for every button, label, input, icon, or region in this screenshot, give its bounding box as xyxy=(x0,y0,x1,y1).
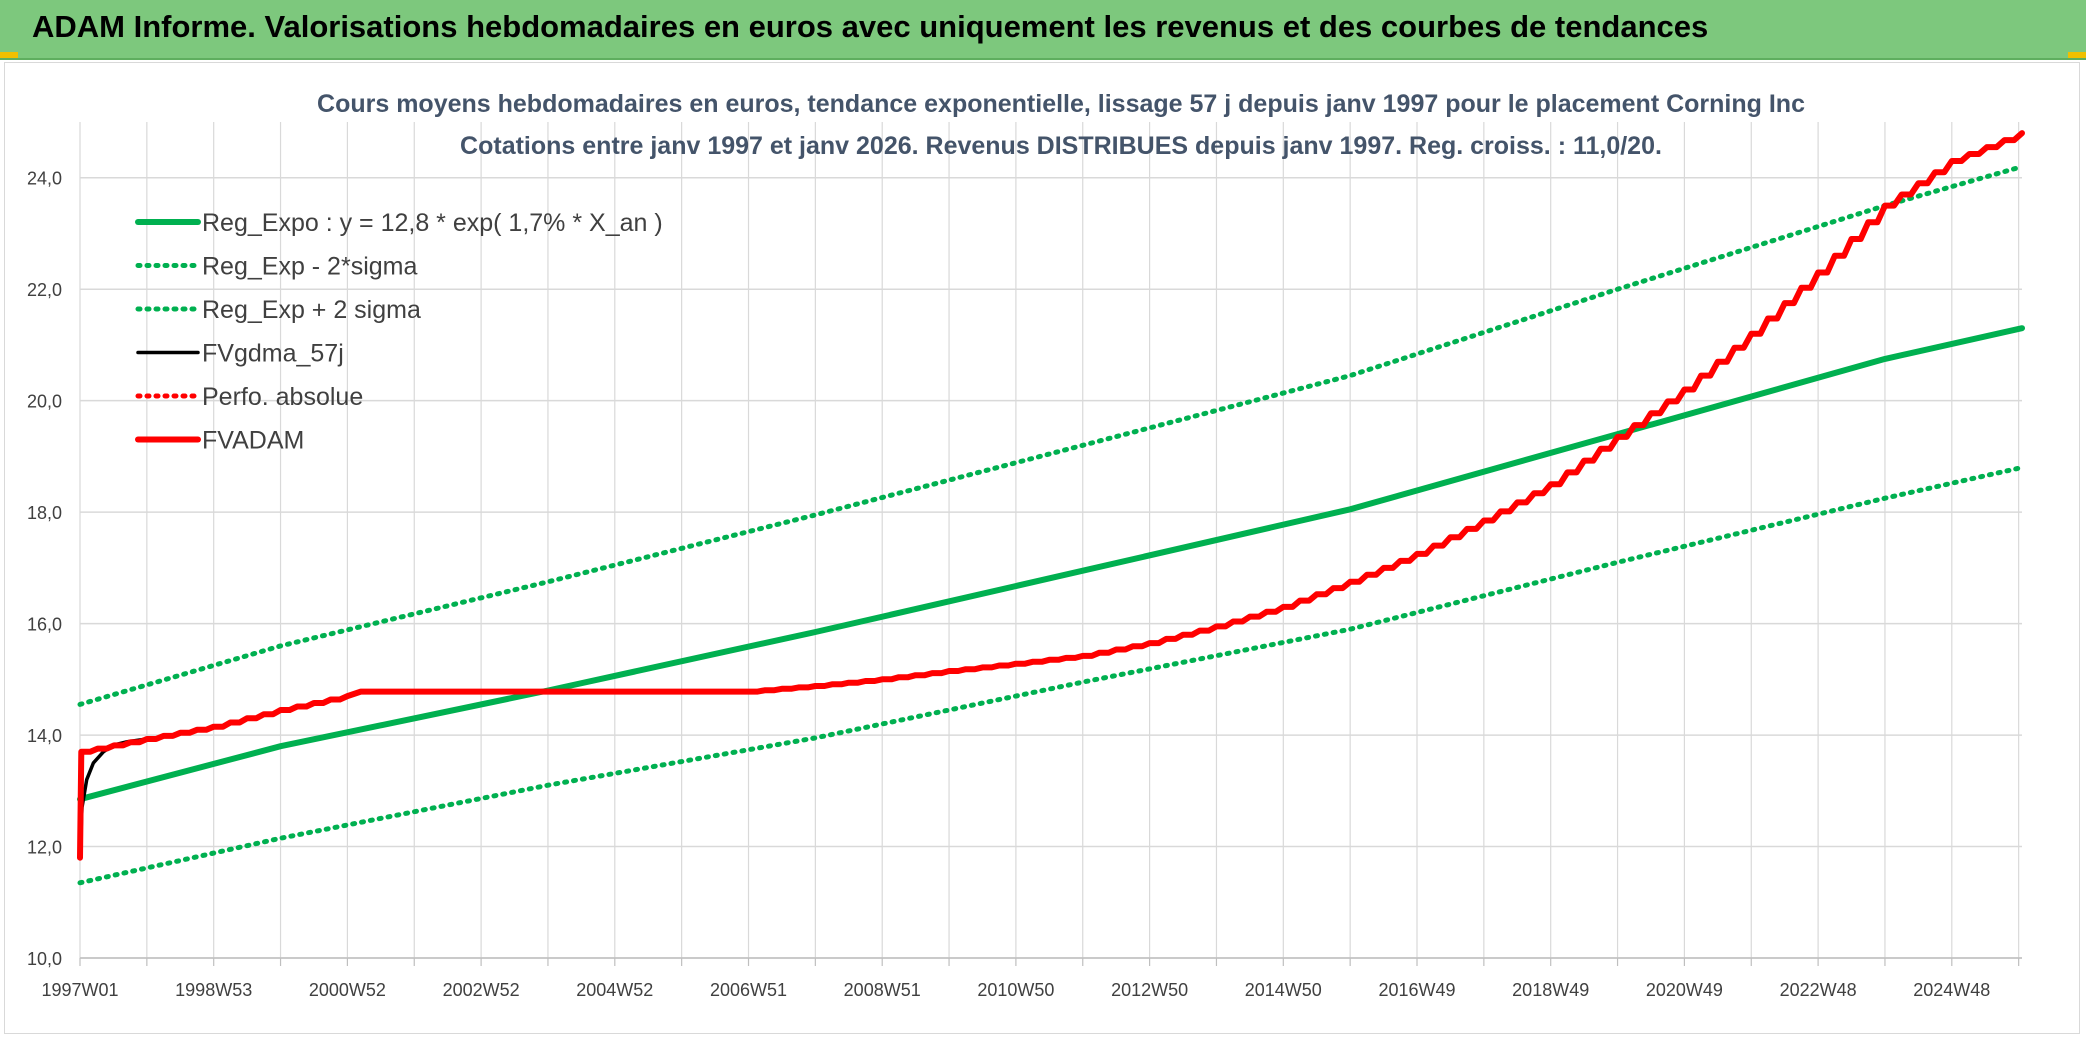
x-tick-label: 2004W52 xyxy=(576,980,653,1000)
grid-layer xyxy=(79,122,2022,959)
chart-frame xyxy=(4,62,2080,1034)
x-tick-label: 2008W51 xyxy=(844,980,921,1000)
x-tick-label: 2020W49 xyxy=(1646,980,1723,1000)
series-line-1 xyxy=(77,465,2025,886)
x-tick-label: 2002W52 xyxy=(443,980,520,1000)
x-tick-label: 2024W48 xyxy=(1913,980,1990,1000)
y-tick-label: 14,0 xyxy=(27,726,62,746)
x-tick-label: 1998W53 xyxy=(175,980,252,1000)
legend-label-3: FVgdma_57j xyxy=(202,340,344,368)
report-header-bar: ADAM Informe. Valorisations hebdomadaire… xyxy=(0,0,2086,60)
y-tick-label: 12,0 xyxy=(27,838,62,858)
x-tick-label: 2010W50 xyxy=(977,980,1054,1000)
legend-label-0: Reg_Expo : y = 12,8 * exp( 1,7% * X_an ) xyxy=(202,209,663,237)
y-tick-label: 10,0 xyxy=(27,949,62,969)
x-tick-label: 2012W50 xyxy=(1111,980,1188,1000)
x-tick-label: 2022W48 xyxy=(1780,980,1857,1000)
x-tick-label: 2000W52 xyxy=(309,980,386,1000)
y-tick-label: 18,0 xyxy=(27,503,62,523)
y-tick-label: 16,0 xyxy=(27,615,62,635)
y-tick-label: 20,0 xyxy=(27,392,62,412)
x-tick-label: 2016W49 xyxy=(1378,980,1455,1000)
x-tick-label: 2006W51 xyxy=(710,980,787,1000)
corner-marker-left xyxy=(0,52,18,58)
corner-marker-right xyxy=(2068,52,2086,58)
legend-label-1: Reg_Exp - 2*sigma xyxy=(202,253,417,281)
chart-title-line-1: Cours moyens hebdomadaires en euros, ten… xyxy=(317,90,1805,118)
axis-layer: 10,0 12,0 14,0 16,0 18,0 20,0 22,0 24,0 1997W01 1… xyxy=(27,169,2022,1000)
legend-label-2: Reg_Exp + 2 sigma xyxy=(202,296,421,324)
series-line-2 xyxy=(77,164,2025,707)
x-tick-label: 2018W49 xyxy=(1512,980,1589,1000)
series-line-0 xyxy=(77,325,2025,803)
series-layer xyxy=(77,130,2025,886)
legend-label-5: FVADAM xyxy=(202,427,304,455)
y-tick-label: 24,0 xyxy=(27,169,62,189)
series-line-5 xyxy=(77,130,2025,861)
report-title: ADAM Informe. Valorisations hebdomadaire… xyxy=(32,9,1709,44)
legend-label-4: Perfo. absolue xyxy=(202,383,363,411)
y-tick-label: 22,0 xyxy=(27,280,62,300)
chart-title-line-2: Cotations entre janv 1997 et janv 2026. … xyxy=(460,132,1662,160)
x-tick-label: 2014W50 xyxy=(1245,980,1322,1000)
chart-title-layer: Cours moyens hebdomadaires en euros, ten… xyxy=(317,90,1805,160)
x-tick-label: 1997W01 xyxy=(41,980,118,1000)
legend-layer: Reg_Expo : y = 12,8 * exp( 1,7% * X_an )… xyxy=(135,209,663,455)
